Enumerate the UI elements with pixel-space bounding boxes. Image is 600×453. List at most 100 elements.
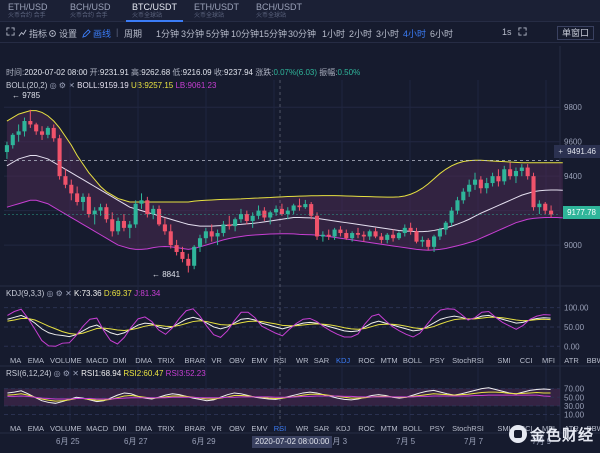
pencil-icon bbox=[82, 29, 91, 38]
indicator-tab-bbw[interactable]: BBW bbox=[586, 424, 600, 433]
indicator-tab-dma[interactable]: DMA bbox=[135, 356, 152, 365]
candle-body bbox=[467, 184, 472, 192]
legend-toggle-icon[interactable]: ◎ ⚙ ✕ bbox=[53, 369, 79, 378]
speed-setting[interactable]: 1s bbox=[502, 27, 512, 37]
ohlc-info: 时间:2020-07-02 08:00 开:9231.91 高:9262.68 … bbox=[6, 67, 360, 78]
single-window-button[interactable]: 单窗口 bbox=[556, 26, 594, 40]
low-mark-value: 8841 bbox=[162, 270, 181, 279]
kdj-legend: KDJ(9,3,3) ◎ ⚙ ✕ K:73.36 D:69.37 J:81.34 bbox=[6, 289, 160, 298]
indicator-tab-psy[interactable]: PSY bbox=[429, 356, 445, 365]
interval-15m[interactable]: 15分钟 bbox=[259, 29, 288, 39]
indicator-tab-stochrsi[interactable]: StochRSI bbox=[452, 356, 484, 365]
indicator-tab-mtm[interactable]: MTM bbox=[380, 356, 398, 365]
tab-btc-usdt[interactable]: BTC/USDT 火币全球站 bbox=[126, 2, 183, 22]
period-label: 周期 bbox=[124, 29, 143, 39]
tab-eth-usdt[interactable]: ETH/USDT 火币全球站 bbox=[188, 2, 245, 22]
indicator-tab-brar[interactable]: BRAR bbox=[184, 424, 206, 433]
interval-3h[interactable]: 3小时 bbox=[376, 29, 400, 39]
indicator-tab-sar[interactable]: SAR bbox=[313, 424, 330, 433]
indicator-tab-macd[interactable]: MACD bbox=[86, 356, 109, 365]
candle-body bbox=[162, 224, 167, 232]
candle-body bbox=[274, 208, 279, 213]
indicator-tab-smi[interactable]: SMI bbox=[497, 356, 511, 365]
interval-1h[interactable]: 1小时 bbox=[322, 29, 346, 39]
indicator-tab-kdj[interactable]: KDJ bbox=[336, 356, 351, 365]
settings-button[interactable]: 设置 bbox=[48, 27, 77, 40]
indicator-tab-stochrsi[interactable]: StochRSI bbox=[452, 424, 484, 433]
indicator-tab-dmi[interactable]: DMI bbox=[113, 356, 127, 365]
indicator-tab-atr[interactable]: ATR bbox=[564, 424, 579, 433]
time-tick-label: 7月 7 bbox=[464, 437, 484, 446]
indicator-tab-ma[interactable]: MA bbox=[10, 424, 22, 433]
indicator-tab-bbw[interactable]: BBW bbox=[586, 356, 600, 365]
indicator-tab-boll[interactable]: BOLL bbox=[402, 356, 423, 365]
indicator-tab-mfi[interactable]: MFI bbox=[542, 424, 555, 433]
legend-toggle-icon[interactable]: ◎ ⚙ ✕ bbox=[49, 81, 75, 90]
indicator-tab-brar[interactable]: BRAR bbox=[184, 356, 206, 365]
indicator-tab-mtm[interactable]: MTM bbox=[380, 424, 398, 433]
interval-6h[interactable]: 6小时 bbox=[430, 29, 454, 39]
time-tick-label: 7月 9 bbox=[532, 437, 552, 446]
indicator-tab-psy[interactable]: PSY bbox=[429, 424, 445, 433]
market-tabs: ETH/USD 火币合约 合手 BCH/USD 火币合约 合手 BTC/USDT… bbox=[0, 0, 600, 22]
indicator-tab-dma[interactable]: DMA bbox=[135, 424, 152, 433]
tab-eth-usd[interactable]: ETH/USD 火币合约 合手 bbox=[2, 2, 54, 22]
tab-exchange: 火币合约 合手 bbox=[70, 13, 108, 19]
expand-icon[interactable] bbox=[518, 27, 529, 37]
indicator-tab-ema[interactable]: EMA bbox=[27, 424, 44, 433]
candle-body bbox=[543, 203, 548, 211]
boll-lower-line bbox=[6, 199, 563, 251]
indicator-tab-atr[interactable]: ATR bbox=[564, 356, 579, 365]
interval-1m[interactable]: 1分钟 bbox=[156, 29, 180, 39]
rsi3-line bbox=[7, 394, 551, 400]
boll-lb-value: LB:9061.23 bbox=[175, 81, 217, 90]
interval-10m[interactable]: 10分钟 bbox=[231, 29, 260, 39]
legend-toggle-icon[interactable]: ◎ ⚙ ✕ bbox=[46, 289, 72, 298]
boll-band-fill bbox=[6, 110, 563, 251]
indicator-tab-emv[interactable]: EMV bbox=[251, 424, 268, 433]
indicator-tab-sar[interactable]: SAR bbox=[313, 356, 330, 365]
indicator-tab-wr[interactable]: WR bbox=[296, 424, 309, 433]
indicator-tab-macd[interactable]: MACD bbox=[86, 424, 109, 433]
indicator-tab-roc[interactable]: ROC bbox=[358, 356, 375, 365]
candle-body bbox=[92, 210, 97, 215]
indicator-tab-ma[interactable]: MA bbox=[10, 356, 22, 365]
indicator-tab-roc[interactable]: ROC bbox=[358, 424, 375, 433]
indicator-tab-rsi[interactable]: RSI bbox=[273, 424, 287, 433]
indicator-tab-rsi[interactable]: RSI bbox=[273, 356, 287, 365]
tab-bch-usd[interactable]: BCH/USD 火币合约 合手 bbox=[64, 2, 117, 22]
indicator-tab-vr[interactable]: VR bbox=[211, 424, 222, 433]
indicator-tab-volume[interactable]: VOLUME bbox=[50, 424, 82, 433]
indicator-tab-volume[interactable]: VOLUME bbox=[50, 356, 82, 365]
indicator-tab-dmi[interactable]: DMI bbox=[113, 424, 127, 433]
candle-body bbox=[320, 234, 325, 237]
indicator-tab-obv[interactable]: OBV bbox=[229, 356, 245, 365]
interval-2h[interactable]: 2小时 bbox=[349, 29, 373, 39]
indicator-tab-obv[interactable]: OBV bbox=[229, 424, 245, 433]
interval-3m[interactable]: 3分钟 bbox=[181, 29, 205, 39]
indicator-tab-smi[interactable]: SMI bbox=[497, 424, 511, 433]
tab-bch-usdt[interactable]: BCH/USDT 火币全球站 bbox=[250, 2, 308, 22]
fullscreen-icon[interactable] bbox=[6, 27, 17, 37]
interval-5m[interactable]: 5分钟 bbox=[206, 29, 230, 39]
candle-body bbox=[373, 231, 378, 237]
indicator-tab-cci[interactable]: CCI bbox=[519, 424, 533, 433]
candle-body bbox=[16, 131, 21, 135]
change-label: 涨跌: bbox=[255, 68, 274, 77]
indicator-tab-ema[interactable]: EMA bbox=[27, 356, 44, 365]
indicator-tab-emv[interactable]: EMV bbox=[251, 356, 268, 365]
indicator-tab-kdj[interactable]: KDJ bbox=[336, 424, 351, 433]
indicator-button[interactable]: 指标 bbox=[18, 27, 47, 40]
indicator-tab-vr[interactable]: VR bbox=[211, 356, 222, 365]
interval-30m[interactable]: 30分钟 bbox=[288, 29, 317, 39]
indicator-tab-wr[interactable]: WR bbox=[296, 356, 309, 365]
draw-button[interactable]: 画线 bbox=[82, 27, 111, 40]
indicator-tab-trix[interactable]: TRIX bbox=[157, 356, 175, 365]
price-tick-label: 9400 bbox=[564, 172, 582, 181]
watermark-text: 金色财经 bbox=[529, 427, 594, 444]
indicator-tab-cci[interactable]: CCI bbox=[519, 356, 533, 365]
indicator-tab-mfi[interactable]: MFI bbox=[542, 356, 555, 365]
interval-4h[interactable]: 4小时 bbox=[403, 29, 427, 39]
indicator-tab-boll[interactable]: BOLL bbox=[402, 424, 423, 433]
indicator-tab-trix[interactable]: TRIX bbox=[157, 424, 175, 433]
